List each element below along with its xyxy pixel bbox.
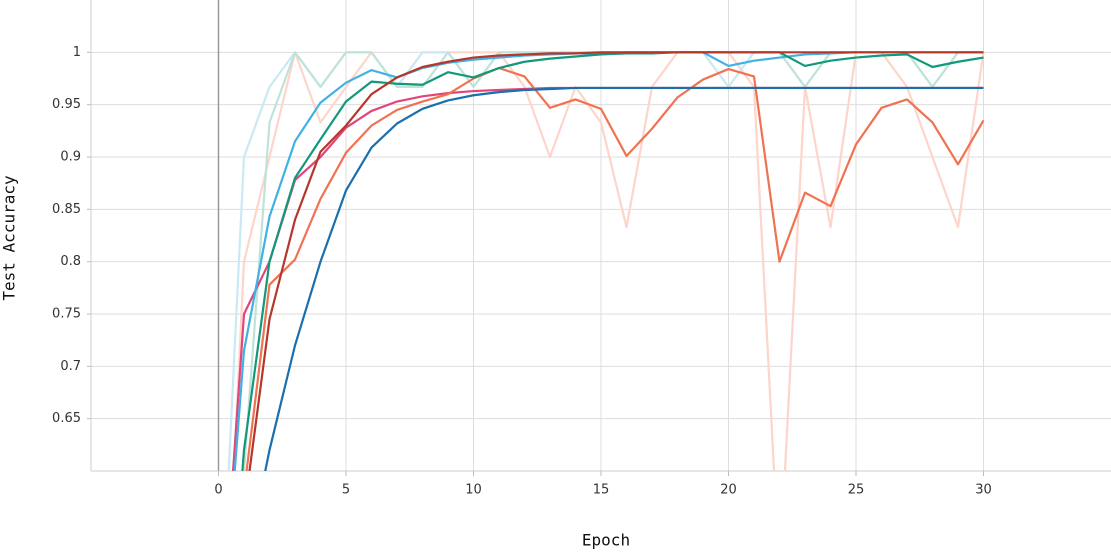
x-tick-label: 25 (848, 483, 865, 498)
y-tick-label: 0.7 (60, 359, 81, 374)
series-line (248, 51, 984, 471)
x-tick-label: 20 (720, 483, 737, 498)
y-axis-title: Test Accuracy (0, 175, 19, 301)
y-tick-label: 0.9 (60, 150, 81, 165)
series-line (245, 66, 985, 471)
x-tick-label: 0 (214, 483, 222, 498)
y-tick-label: 0.75 (52, 307, 81, 322)
y-tick-label: 0.85 (52, 202, 81, 217)
x-tick-label: 30 (975, 483, 992, 498)
x-tick-label: 10 (465, 483, 482, 498)
y-tick-label: 0.8 (60, 254, 81, 269)
y-tick-label: 0.65 (52, 411, 81, 426)
x-tick-label: 5 (342, 483, 350, 498)
y-tick-label: 0.95 (52, 97, 81, 112)
grid (87, 0, 1111, 476)
series-line (241, 51, 984, 471)
plot-area (227, 51, 985, 471)
x-axis-title: Epoch (582, 531, 630, 550)
y-tick-label: 1 (73, 45, 81, 60)
x-tick-label: 15 (593, 483, 610, 498)
series-line (264, 86, 984, 471)
